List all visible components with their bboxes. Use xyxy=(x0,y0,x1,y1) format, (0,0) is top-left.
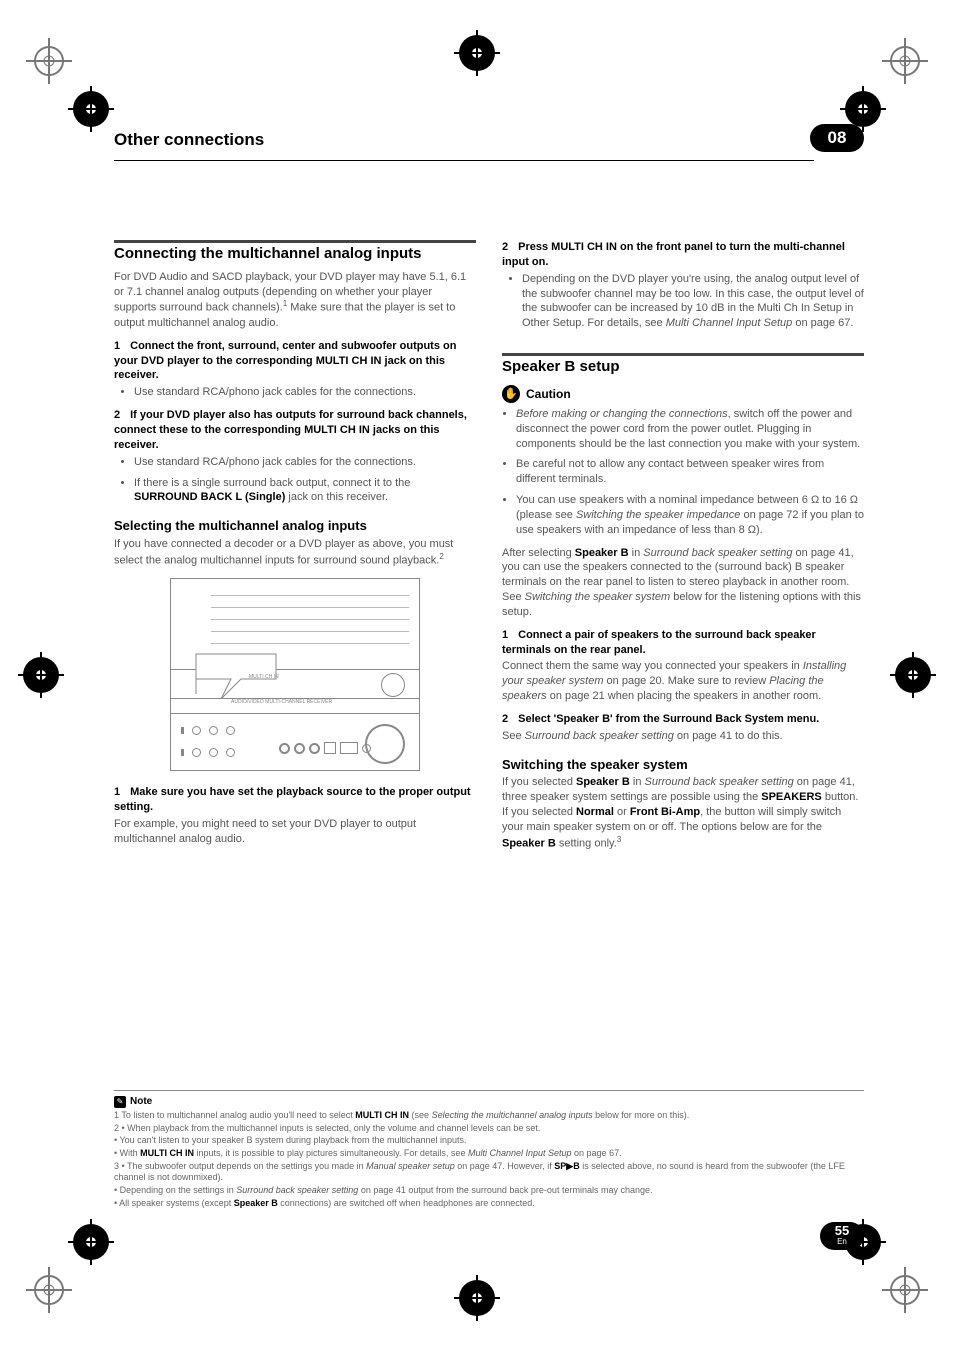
footnotes: ✎ Note 1 To listen to multichannel analo… xyxy=(114,1090,864,1211)
section-rule xyxy=(502,353,864,356)
chapter-badge: 08 xyxy=(810,124,864,152)
body-text: For DVD Audio and SACD playback, your DV… xyxy=(114,270,476,331)
note-icon: ✎ xyxy=(114,1096,126,1108)
footnote-line: • You can't listen to your speaker B sys… xyxy=(114,1135,864,1147)
device-bottom-panel xyxy=(170,714,420,771)
page-number: 55 xyxy=(820,1224,864,1237)
footnote-line: • With MULTI CH IN inputs, it is possibl… xyxy=(114,1148,864,1160)
page-number-badge: 55 En xyxy=(820,1222,864,1250)
footnote-line: 2 • When playback from the multichannel … xyxy=(114,1123,864,1135)
footnote-line: 3 • The subwoofer output depends on the … xyxy=(114,1161,864,1184)
crop-mark-icon xyxy=(68,1219,114,1265)
subheading: Switching the speaker system xyxy=(502,756,864,774)
list-item: Use standard RCA/phono jack cables for t… xyxy=(134,385,476,400)
page: Other connections 08 Connecting the mult… xyxy=(0,0,954,1351)
body-text: After selecting Speaker B in Surround ba… xyxy=(502,546,864,620)
device-mid-panel: MULTI CH IN xyxy=(170,670,420,699)
body-text: Connect them the same way you connected … xyxy=(502,659,864,704)
page-lang: En xyxy=(820,1237,864,1246)
body-text: For example, you might need to set your … xyxy=(114,817,476,847)
header-title: Other connections xyxy=(114,130,264,149)
left-column: Connecting the multichannel analog input… xyxy=(114,240,476,859)
device-label-strip: AUDIO/VIDEO MULTI-CHANNEL RECEIVER xyxy=(170,699,420,714)
bullet-list: Depending on the DVD player you're using… xyxy=(502,272,864,331)
crop-mark-icon xyxy=(68,86,114,132)
crop-mark-icon xyxy=(18,652,64,698)
crop-mark-icon xyxy=(26,38,72,84)
list-item: If there is a single surround back outpu… xyxy=(134,476,476,506)
list-item: Use standard RCA/phono jack cables for t… xyxy=(134,455,476,470)
list-item: You can use speakers with a nominal impe… xyxy=(516,493,864,538)
crop-mark-icon xyxy=(882,1267,928,1313)
footnote-line: 1 To listen to multichannel analog audio… xyxy=(114,1110,864,1122)
body-text: If you selected Speaker B in Surround ba… xyxy=(502,775,864,851)
subheading: Selecting the multichannel analog inputs xyxy=(114,517,476,535)
caution-label: Caution xyxy=(526,386,571,402)
bullet-list: Use standard RCA/phono jack cables for t… xyxy=(114,455,476,506)
section-rule xyxy=(114,240,476,243)
crop-mark-icon xyxy=(890,652,936,698)
section-title: Speaker B setup xyxy=(502,358,864,377)
list-item: Be careful not to allow any contact betw… xyxy=(516,457,864,487)
body-text: See Surround back speaker setting on pag… xyxy=(502,729,864,744)
crop-mark-icon xyxy=(26,1267,72,1313)
footnote-line: • Depending on the settings in Surround … xyxy=(114,1185,864,1197)
crop-mark-icon xyxy=(882,38,928,84)
bullet-list: Use standard RCA/phono jack cables for t… xyxy=(114,385,476,400)
step-heading: 2Select 'Speaker B' from the Surround Ba… xyxy=(502,712,864,727)
list-item: Depending on the DVD player you're using… xyxy=(522,272,864,331)
bullet-list: Before making or changing the connection… xyxy=(502,407,864,538)
list-item: Before making or changing the connection… xyxy=(516,407,864,452)
device-illustration: MULTI CH IN AUDIO/VIDEO MULTI-CHANNEL RE… xyxy=(170,578,420,771)
step-heading: 2Press MULTI CH IN on the front panel to… xyxy=(502,240,864,270)
right-column: 2Press MULTI CH IN on the front panel to… xyxy=(502,240,864,859)
crop-mark-icon xyxy=(454,1275,500,1321)
device-top-panel xyxy=(170,578,420,670)
body-text: If you have connected a decoder or a DVD… xyxy=(114,537,476,568)
crop-mark-icon xyxy=(454,30,500,76)
step-heading: 1Connect the front, surround, center and… xyxy=(114,339,476,384)
footnote-line: • All speaker systems (except Speaker B … xyxy=(114,1198,864,1210)
header-rule xyxy=(114,160,814,161)
section-title: Connecting the multichannel analog input… xyxy=(114,245,476,264)
hand-icon: ✋ xyxy=(502,385,520,403)
caution-row: ✋ Caution xyxy=(502,385,864,403)
page-header: Other connections 08 xyxy=(114,130,864,166)
content-columns: Connecting the multichannel analog input… xyxy=(114,240,864,859)
step-heading: 2If your DVD player also has outputs for… xyxy=(114,408,476,453)
step-heading: 1Make sure you have set the playback sou… xyxy=(114,785,476,815)
note-label: Note xyxy=(130,1095,152,1108)
step-heading: 1Connect a pair of speakers to the surro… xyxy=(502,628,864,658)
note-heading: ✎ Note xyxy=(114,1095,864,1108)
